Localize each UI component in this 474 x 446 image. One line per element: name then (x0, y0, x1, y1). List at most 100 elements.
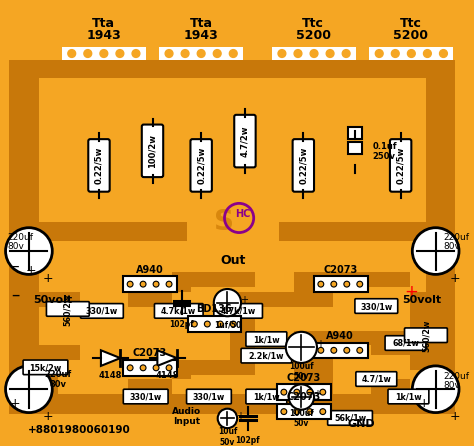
Text: BD136: BD136 (196, 305, 232, 314)
Circle shape (294, 389, 300, 395)
Circle shape (423, 50, 431, 58)
Text: 5200: 5200 (296, 29, 330, 41)
Text: GND: GND (348, 419, 375, 429)
Bar (191, 273, 255, 287)
Circle shape (294, 409, 300, 414)
Bar (372, 273, 410, 287)
Text: C2073: C2073 (286, 392, 320, 402)
Text: +: + (450, 410, 460, 423)
Circle shape (6, 366, 52, 413)
Circle shape (357, 347, 363, 353)
Text: C2073: C2073 (323, 264, 357, 275)
FancyBboxPatch shape (88, 139, 109, 192)
Bar (9, 60, 455, 78)
Bar (372, 331, 410, 355)
Bar (370, 47, 453, 60)
Text: +: + (43, 272, 54, 285)
Text: 220uf
80v: 220uf 80v (45, 370, 72, 389)
FancyBboxPatch shape (355, 299, 398, 314)
Text: +: + (404, 283, 419, 301)
Bar (159, 47, 243, 60)
Bar (293, 273, 333, 306)
Bar (9, 60, 39, 409)
Text: 4.7k/1w: 4.7k/1w (161, 307, 196, 316)
Circle shape (84, 50, 91, 58)
Text: 4.7/1w: 4.7/1w (361, 375, 391, 384)
FancyBboxPatch shape (390, 139, 411, 192)
Circle shape (116, 50, 124, 58)
Text: Tta: Tta (190, 17, 213, 30)
Circle shape (375, 50, 383, 58)
Circle shape (153, 281, 159, 287)
Bar (123, 277, 177, 292)
Bar (9, 394, 455, 413)
Circle shape (342, 50, 350, 58)
Bar (128, 380, 172, 394)
Circle shape (307, 409, 313, 414)
Text: 80v: 80v (444, 242, 460, 251)
Bar (128, 292, 172, 306)
FancyBboxPatch shape (404, 328, 447, 343)
Bar (293, 331, 333, 404)
Text: 1k/1w: 1k/1w (395, 392, 422, 401)
Bar (333, 331, 372, 346)
Text: 1k/1w: 1k/1w (253, 392, 280, 401)
FancyBboxPatch shape (385, 336, 426, 350)
Bar (314, 277, 367, 292)
Bar (255, 292, 293, 306)
Text: 1k/1w: 1k/1w (253, 335, 280, 344)
Text: 0.22/5w: 0.22/5w (197, 147, 206, 184)
Circle shape (408, 50, 415, 58)
Text: 68/1w: 68/1w (392, 339, 419, 348)
Text: 220uf: 220uf (8, 233, 34, 242)
Bar (426, 60, 455, 409)
Circle shape (344, 347, 350, 353)
Circle shape (140, 281, 146, 287)
Text: 4.7/2w: 4.7/2w (240, 125, 249, 157)
Circle shape (6, 228, 52, 274)
Text: +: + (316, 339, 324, 350)
FancyBboxPatch shape (246, 389, 287, 404)
Circle shape (281, 389, 287, 395)
FancyBboxPatch shape (23, 360, 68, 375)
Bar (277, 404, 330, 419)
Text: A940: A940 (136, 264, 164, 275)
Text: 102pf: 102pf (169, 320, 194, 329)
Text: +: + (10, 397, 20, 410)
Circle shape (331, 281, 337, 287)
Text: 0.22/5w: 0.22/5w (94, 147, 103, 184)
Text: 4148: 4148 (155, 371, 179, 380)
Bar (172, 273, 191, 292)
Circle shape (229, 50, 237, 58)
Text: 220uf: 220uf (444, 372, 469, 381)
Circle shape (191, 321, 197, 327)
FancyBboxPatch shape (246, 332, 287, 347)
Bar (348, 128, 362, 139)
Circle shape (344, 281, 350, 287)
Circle shape (100, 50, 108, 58)
Text: 1uf/50: 1uf/50 (214, 321, 241, 330)
Circle shape (166, 281, 172, 287)
Circle shape (278, 50, 286, 58)
Circle shape (320, 389, 326, 395)
Text: +8801980060190: +8801980060190 (28, 425, 131, 435)
Text: +: + (43, 410, 54, 423)
FancyBboxPatch shape (81, 304, 123, 318)
Circle shape (214, 289, 241, 316)
FancyBboxPatch shape (292, 139, 314, 192)
Bar (314, 343, 367, 358)
Circle shape (439, 50, 447, 58)
Circle shape (307, 389, 313, 395)
FancyBboxPatch shape (328, 411, 373, 425)
Bar (348, 142, 362, 154)
Text: +: + (240, 295, 248, 305)
Bar (333, 273, 352, 287)
Circle shape (294, 50, 302, 58)
Text: 1943: 1943 (86, 29, 121, 41)
Bar (188, 316, 241, 332)
Bar (172, 360, 191, 380)
Circle shape (213, 50, 221, 58)
Circle shape (181, 50, 189, 58)
Text: 4148: 4148 (99, 371, 122, 380)
Text: S: S (213, 208, 234, 236)
